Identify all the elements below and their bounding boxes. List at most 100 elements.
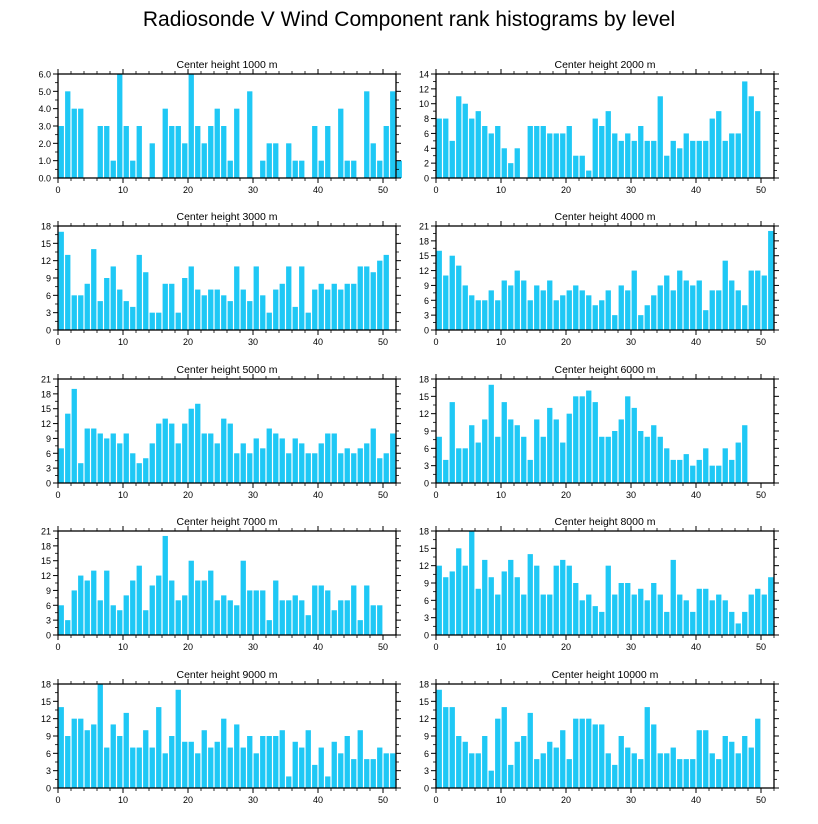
histogram-bar: [143, 730, 149, 788]
histogram-bar: [312, 289, 318, 330]
y-tick-label: 2.0: [38, 139, 51, 149]
histogram-bar: [612, 133, 618, 178]
x-tick-label: 50: [378, 795, 388, 805]
histogram-bar: [136, 254, 142, 330]
histogram-bar: [201, 295, 207, 330]
histogram-bar: [677, 148, 683, 178]
histogram-bar: [149, 143, 155, 178]
histogram-bar: [279, 283, 285, 330]
y-tick-label: 5.0: [38, 87, 51, 97]
histogram-bar: [579, 290, 585, 330]
histogram-bar: [508, 419, 514, 483]
histogram-bar: [110, 724, 116, 788]
histogram-bar: [97, 433, 103, 483]
histogram-bar: [755, 718, 761, 788]
histogram-bar: [84, 283, 90, 330]
histogram-bar: [449, 255, 455, 330]
x-tick-label: 20: [561, 490, 571, 500]
y-tick-label: 18: [41, 680, 51, 690]
histogram-bar: [383, 254, 389, 330]
histogram-bar: [644, 600, 650, 635]
histogram-bar: [735, 133, 741, 178]
histogram-bar: [370, 428, 376, 483]
x-tick-label: 20: [183, 337, 193, 347]
histogram-bar: [566, 759, 572, 788]
x-tick-label: 0: [55, 337, 60, 347]
histogram-bar: [364, 585, 370, 635]
histogram-bar: [338, 753, 344, 788]
histogram-bar: [683, 759, 689, 788]
histogram-bar: [670, 290, 676, 330]
y-tick-label: 15: [41, 697, 51, 707]
y-tick-label: 9: [46, 732, 51, 742]
histogram-bar: [182, 143, 188, 178]
x-tick-label: 10: [118, 337, 128, 347]
histogram-bar: [130, 453, 136, 483]
histogram-bar: [123, 126, 129, 178]
histogram-bar: [208, 570, 214, 635]
histogram-bar: [162, 283, 168, 330]
y-tick-label: 18: [419, 680, 429, 690]
histogram-bar: [631, 594, 637, 635]
histogram-bar: [482, 419, 488, 483]
histogram-bar: [58, 126, 64, 178]
histogram-bar: [344, 448, 350, 483]
histogram-bar: [677, 759, 683, 788]
histogram-bar: [149, 585, 155, 635]
histogram-bar: [456, 736, 462, 788]
x-tick-label: 10: [496, 795, 506, 805]
histogram-bar: [690, 465, 696, 483]
histogram-bar: [188, 408, 194, 483]
y-tick-label: 4.0: [38, 104, 51, 114]
histogram-bar: [325, 590, 331, 635]
histogram-bar: [657, 285, 663, 330]
histogram-bar: [690, 611, 696, 635]
y-tick-label: 2: [424, 159, 429, 169]
y-tick-label: 3: [424, 766, 429, 776]
histogram-bar: [514, 741, 520, 788]
histogram-bar: [638, 315, 644, 330]
histogram-bar: [722, 600, 728, 635]
histogram-bar: [703, 310, 709, 330]
histogram-bar: [247, 91, 253, 178]
histogram-bar: [123, 433, 129, 483]
histogram-bar: [735, 290, 741, 330]
histogram-bar: [469, 425, 475, 483]
histogram-bar: [279, 600, 285, 635]
x-tick-label: 10: [118, 490, 128, 500]
histogram-bar: [351, 759, 357, 788]
histogram-bar: [547, 280, 553, 330]
histogram-bar: [534, 126, 540, 178]
histogram-bar: [344, 600, 350, 635]
histogram-bar: [370, 605, 376, 635]
histogram-bar: [475, 588, 481, 635]
histogram-bar: [149, 312, 155, 330]
histogram-bar: [97, 301, 103, 330]
histogram-bar: [586, 170, 592, 178]
histogram-bar: [247, 590, 253, 635]
x-tick-label: 30: [248, 795, 258, 805]
histogram-bar: [553, 747, 559, 788]
figure-title: Radiosonde V Wind Component rank histogr…: [142, 8, 676, 31]
histogram-bar: [566, 413, 572, 483]
panel-title: Center height 8000 m: [555, 516, 656, 528]
histogram-panel: Center height 4000 m 0 3 6 9 12 15 18 21 0 10 20 30 4…: [419, 211, 779, 347]
histogram-panel: Center height 3000 m 0 3 6 9 12 15 18 0 10 20 30 40 5…: [41, 211, 401, 347]
y-tick-label: 18: [41, 541, 51, 551]
histogram-bar: [182, 423, 188, 483]
histogram-bar: [357, 730, 363, 788]
histogram-bar: [123, 301, 129, 330]
histogram-bar: [605, 565, 611, 635]
x-tick-label: 40: [313, 337, 323, 347]
histogram-bar: [501, 707, 507, 788]
x-tick-label: 30: [248, 185, 258, 195]
histogram-bar: [149, 443, 155, 483]
histogram-bar: [234, 605, 240, 635]
histogram-bar: [443, 275, 449, 330]
histogram-bar: [71, 388, 77, 483]
histogram-bar: [735, 623, 741, 635]
histogram-bar: [318, 283, 324, 330]
histogram-bar: [586, 718, 592, 788]
histogram-bar: [136, 747, 142, 788]
histogram-bar: [325, 126, 331, 178]
